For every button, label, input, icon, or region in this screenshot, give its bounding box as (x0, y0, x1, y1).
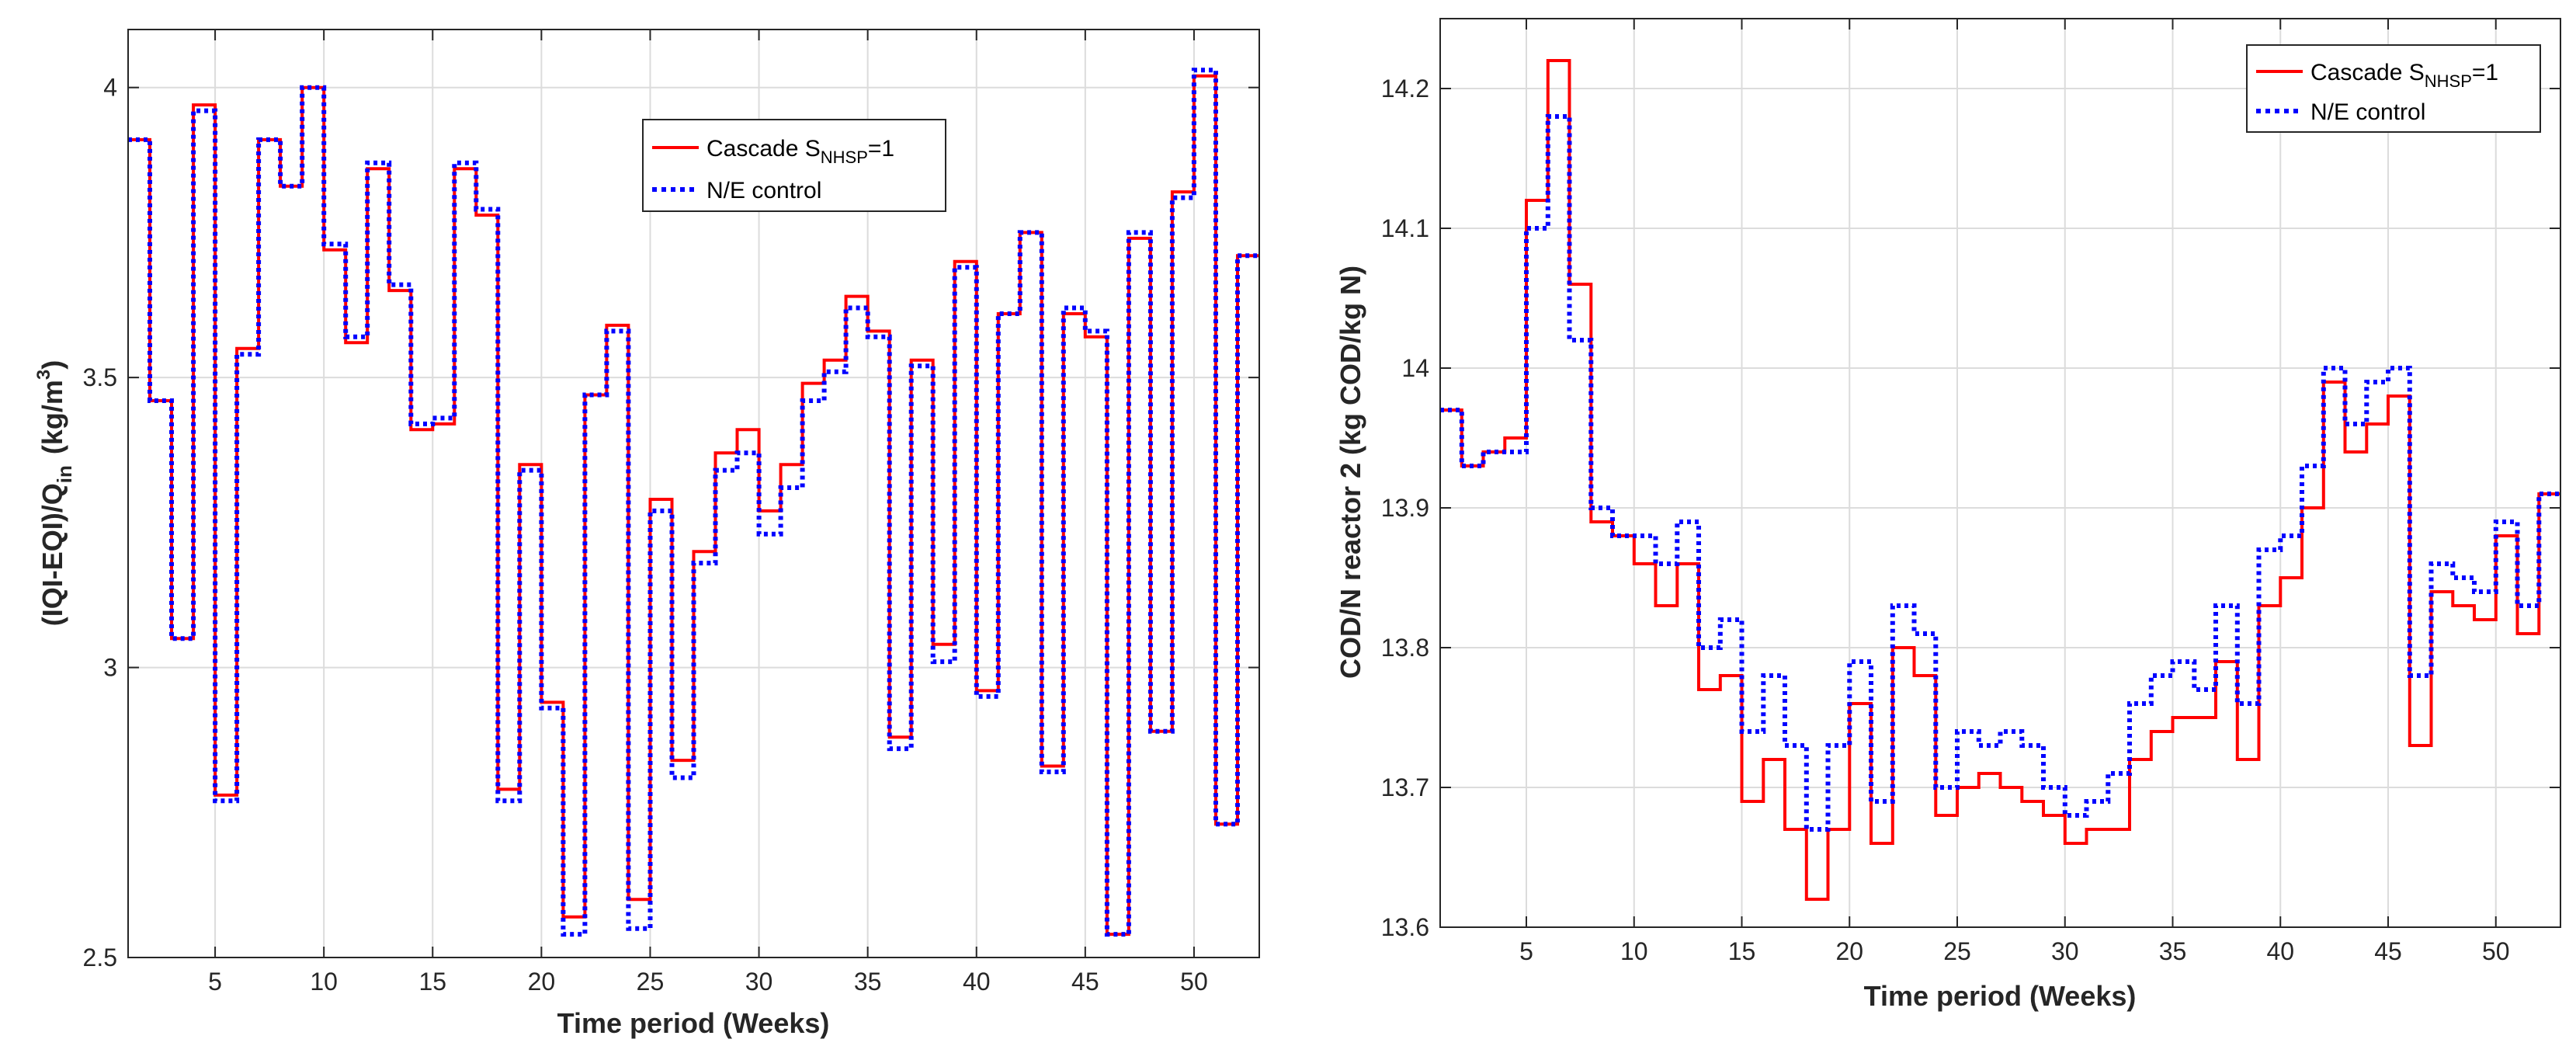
x-tick-label: 5 (208, 968, 222, 996)
series-line-ne-control (128, 68, 1259, 937)
x-tick-label: 25 (637, 968, 665, 996)
x-tick-label: 15 (1728, 937, 1756, 965)
y-axis-label-sub: in (53, 465, 76, 483)
y-axis-label-unit-close: ) (36, 360, 68, 370)
legend-box (2246, 44, 2541, 133)
y-axis-label-unit: (kg/m (36, 380, 68, 454)
x-axis-label: Time period (Weeks) (1864, 980, 2137, 1012)
y-axis-label-sup: 3 (33, 370, 54, 380)
x-tick-label: 50 (1180, 968, 1208, 996)
legend: Cascade SNHSP=1 N/E control (642, 119, 946, 212)
series-line-cascade (1440, 59, 2560, 901)
x-tick-label: 10 (310, 968, 338, 996)
series-group (128, 68, 1259, 937)
series-line-ne-control (1440, 114, 2560, 832)
y-axis-label: COD/N reactor 2 (kg COD/kg N) (1335, 266, 1366, 679)
x-tick-label: 5 (1519, 937, 1533, 965)
plot-area (1440, 19, 2560, 927)
x-tick-label: 40 (963, 968, 991, 996)
chart-cod-n-reactor2: 5 10 15 20 25 30 35 40 45 50 13.6 13.7 13.8 13.9 14 14.… (1335, 18, 2561, 1012)
legend-label-ne: N/E control (706, 178, 821, 203)
y-tick-label: 13.6 (1381, 913, 1429, 941)
y-tick-label: 14 (1401, 354, 1429, 382)
x-tick-label: 30 (2051, 937, 2079, 965)
legend-label-cascade: Cascade SNHSP=1 (706, 136, 894, 167)
y-tick-label: 14.2 (1381, 75, 1429, 103)
legend-box (642, 119, 946, 212)
x-tick-label: 10 (1620, 937, 1648, 965)
x-tick-label: 50 (2482, 937, 2510, 965)
y-tick-label: 14.1 (1381, 214, 1429, 242)
y-tick-label: 2.5 (83, 944, 117, 971)
x-tick-label: 40 (2266, 937, 2294, 965)
legend-label-cascade: Cascade SNHSP=1 (2310, 60, 2498, 91)
y-axis-label-main: (IQI-EQI)/Q (36, 483, 68, 626)
x-tick-label: 45 (1071, 968, 1099, 996)
x-tick-label: 35 (854, 968, 882, 996)
ticks: 5 10 15 20 25 30 35 40 45 50 13.6 13.7 13.8 13.9 14 14.… (1381, 19, 2560, 965)
legend-label-ne: N/E control (2310, 99, 2425, 125)
y-tick-label: 13.7 (1381, 773, 1429, 801)
ticks: 5 10 15 20 25 30 35 40 45 50 2.5 3 3.5 4 (83, 30, 1259, 996)
x-tick-label: 15 (418, 968, 446, 996)
axes-frame (1439, 18, 2561, 928)
y-tick-label: 3.5 (83, 363, 117, 391)
series-group (1440, 59, 2560, 901)
chart-iqi-eqi: 5 10 15 20 25 30 35 40 45 50 2.5 3 3.5 4 Time period … (33, 29, 1260, 1039)
x-tick-label: 20 (528, 968, 556, 996)
x-tick-label: 30 (745, 968, 773, 996)
y-tick-label: 4 (103, 74, 117, 102)
y-tick-label: 3 (103, 654, 117, 682)
x-axis-label: Time period (Weeks) (557, 1007, 830, 1039)
x-tick-label: 35 (2159, 937, 2187, 965)
x-tick-label: 45 (2374, 937, 2402, 965)
x-tick-label: 20 (1835, 937, 1863, 965)
legend: Cascade SNHSP=1 N/E control (2246, 44, 2541, 133)
x-tick-label: 25 (1943, 937, 1971, 965)
y-axis-label: (IQI-EQI)/Qin (kg/m3) (33, 360, 76, 626)
axes-frame (127, 29, 1260, 958)
y-tick-label: 13.8 (1381, 634, 1429, 662)
y-tick-label: 13.9 (1381, 494, 1429, 522)
